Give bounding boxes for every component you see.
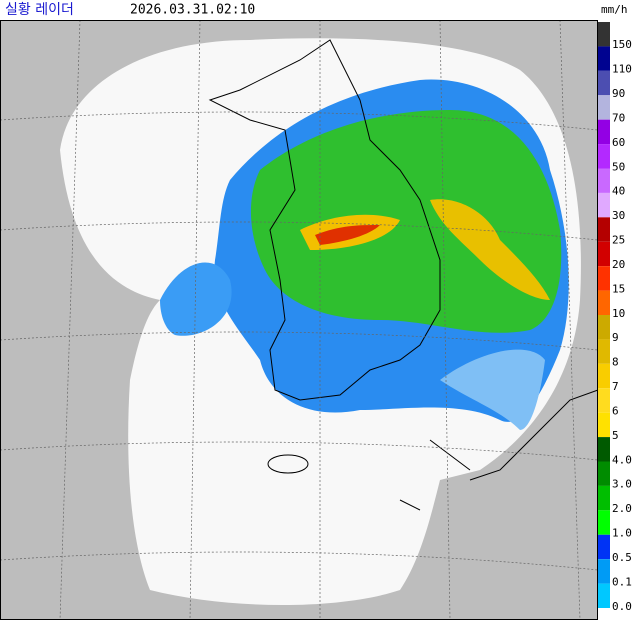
legend-label: 110	[612, 63, 632, 76]
legend-swatch	[598, 217, 610, 242]
legend-swatch	[598, 70, 610, 96]
legend-swatch	[598, 241, 610, 267]
island	[267, 454, 309, 474]
legend-label: 90	[612, 87, 625, 100]
legend-label: 7	[612, 380, 619, 393]
legend-label: 8	[612, 356, 619, 369]
legend-swatch	[598, 583, 610, 608]
legend-swatch	[598, 168, 610, 193]
legend-swatch	[598, 339, 610, 364]
legend-label: 0.1	[612, 575, 632, 588]
timestamp: 2026.03.31.02:10	[130, 3, 255, 18]
rain-area	[315, 225, 380, 245]
graticule	[0, 19, 599, 621]
legend-label: 4.0	[612, 453, 632, 466]
legend-label: 3.0	[612, 478, 632, 491]
legend-label: 70	[612, 111, 625, 124]
legend-swatch	[598, 119, 610, 145]
coastline	[399, 389, 599, 511]
legend: 150 110 90 70 60 50 40 30 25 20 15 10 9 8 7 6 5 4.0 3.0 2.0…	[598, 22, 632, 613]
legend-swatch	[598, 437, 610, 462]
legend-label: 5	[612, 429, 619, 442]
legend-label: 6	[612, 404, 619, 417]
legend-label: 50	[612, 160, 625, 173]
legend-label: 0.0	[612, 600, 632, 613]
legend-swatch	[598, 559, 610, 584]
legend-swatch	[598, 388, 610, 413]
legend-label: 40	[612, 185, 625, 198]
legend-swatch	[598, 315, 610, 340]
legend-label: 1.0	[612, 527, 632, 540]
rain-area	[440, 349, 545, 430]
legend-swatch	[598, 192, 610, 218]
title: 실황 레이더	[5, 2, 74, 18]
rain-area	[160, 262, 232, 336]
legend-swatch	[598, 412, 610, 438]
legend-label: 60	[612, 136, 625, 149]
legend-swatch	[598, 485, 610, 511]
legend-label: 0.5	[612, 551, 632, 564]
unit: mm/h	[601, 3, 628, 16]
legend-swatch	[598, 461, 610, 486]
legend-swatch	[598, 534, 610, 560]
coastline	[208, 39, 441, 401]
legend-swatch	[598, 22, 610, 47]
legend-swatch	[598, 290, 610, 315]
legend-label: 150	[612, 38, 632, 51]
legend-swatch	[598, 144, 610, 169]
legend-label: 10	[612, 307, 625, 320]
legend-label: 15	[612, 282, 625, 295]
legend-label: 2.0	[612, 502, 632, 515]
rain-area	[430, 199, 550, 300]
legend-label: 9	[612, 331, 619, 344]
legend-swatch	[598, 46, 610, 71]
legend-label: 20	[612, 258, 625, 271]
legend-label: 25	[612, 234, 625, 247]
rain-area	[250, 110, 562, 333]
legend-swatch	[598, 95, 610, 120]
legend-swatch	[598, 363, 610, 389]
legend-swatch	[598, 510, 610, 535]
legend-swatch	[598, 266, 610, 291]
legend-label: 30	[612, 209, 625, 222]
map	[0, 19, 599, 621]
